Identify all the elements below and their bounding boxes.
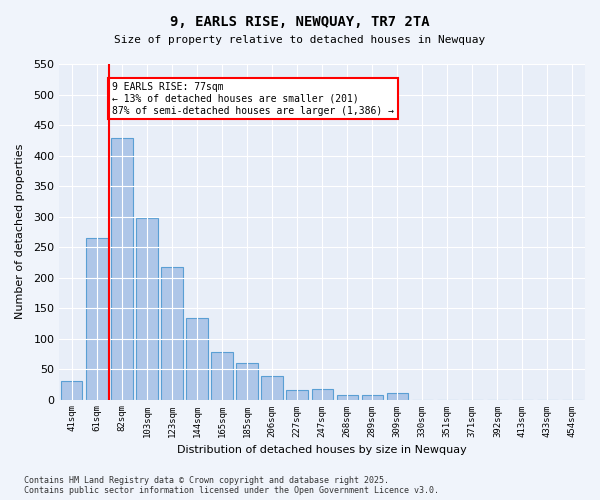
Text: 9, EARLS RISE, NEWQUAY, TR7 2TA: 9, EARLS RISE, NEWQUAY, TR7 2TA bbox=[170, 15, 430, 29]
Bar bbox=[386, 394, 408, 400]
Bar bbox=[187, 318, 208, 400]
Bar bbox=[337, 394, 358, 400]
Bar bbox=[111, 138, 133, 400]
Bar bbox=[236, 363, 258, 400]
Text: Size of property relative to detached houses in Newquay: Size of property relative to detached ho… bbox=[115, 35, 485, 45]
Text: 9 EARLS RISE: 77sqm
← 13% of detached houses are smaller (201)
87% of semi-detac: 9 EARLS RISE: 77sqm ← 13% of detached ho… bbox=[112, 82, 394, 116]
Bar bbox=[136, 218, 158, 400]
X-axis label: Distribution of detached houses by size in Newquay: Distribution of detached houses by size … bbox=[177, 445, 467, 455]
Bar bbox=[211, 352, 233, 400]
Bar bbox=[61, 380, 82, 400]
Bar bbox=[86, 238, 107, 400]
Bar bbox=[286, 390, 308, 400]
Bar bbox=[262, 376, 283, 400]
Text: Contains HM Land Registry data © Crown copyright and database right 2025.
Contai: Contains HM Land Registry data © Crown c… bbox=[24, 476, 439, 495]
Y-axis label: Number of detached properties: Number of detached properties bbox=[15, 144, 25, 320]
Bar bbox=[311, 389, 333, 400]
Bar bbox=[362, 396, 383, 400]
Bar bbox=[161, 266, 182, 400]
